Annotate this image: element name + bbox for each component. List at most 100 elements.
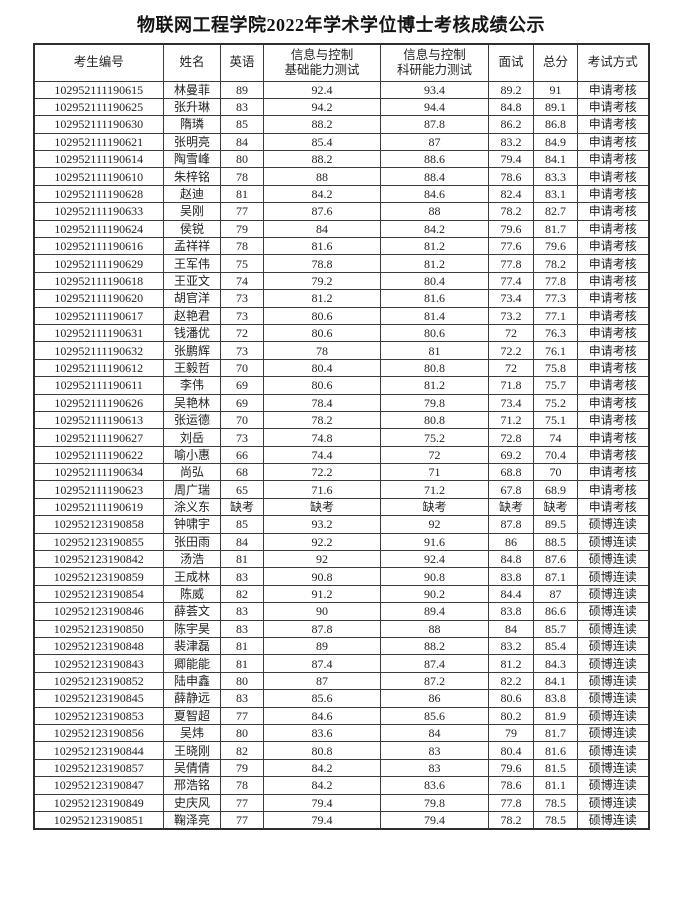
cell-total: 82.7 — [533, 202, 578, 221]
cell-english: 69 — [220, 376, 264, 395]
cell-interview: 83.8 — [488, 567, 534, 586]
cell-interview: 83.2 — [488, 636, 534, 656]
cell-english: 73 — [220, 428, 264, 447]
cell-candidate-id: 102952111190610 — [33, 167, 164, 186]
cell-interview: 72.2 — [488, 341, 534, 360]
cell-basic-test: 87.4 — [263, 654, 381, 673]
cell-exam-method: 硕博连读 — [577, 654, 649, 673]
cell-basic-test: 88.2 — [263, 115, 381, 134]
cell-name: 侯锐 — [163, 219, 221, 239]
cell-research-test: 81.2 — [380, 237, 489, 256]
cell-basic-test: 84 — [263, 219, 381, 239]
cell-research-test: 80.8 — [380, 358, 489, 378]
cell-basic-test: 92.4 — [263, 80, 381, 99]
cell-english: 84 — [220, 532, 264, 552]
cell-candidate-id: 102952111190634 — [33, 463, 164, 482]
cell-research-test: 80.6 — [380, 323, 489, 343]
cell-name: 史庆风 — [163, 793, 221, 812]
cell-basic-test: 87 — [263, 671, 381, 691]
table-row: 102952111190622 喻小惠 66 74.4 72 69.2 70.4… — [33, 445, 649, 465]
table-row: 102952123190847 邢浩铭 78 84.2 83.6 78.6 81… — [33, 776, 649, 795]
cell-name: 朱梓铭 — [163, 167, 221, 186]
cell-english: 65 — [220, 480, 264, 499]
cell-candidate-id: 102952123190846 — [33, 602, 164, 621]
table-row: 102952111190631 钱潘优 72 80.6 80.6 72 76.3… — [33, 323, 649, 343]
cell-exam-method: 硕博连读 — [577, 550, 649, 569]
cell-candidate-id: 102952111190628 — [33, 184, 164, 204]
cell-interview: 84.4 — [488, 584, 534, 604]
cell-research-test: 84.2 — [380, 219, 489, 239]
cell-research-test: 91.6 — [380, 532, 489, 552]
cell-exam-method: 申请考核 — [577, 428, 649, 447]
cell-interview: 81.2 — [488, 654, 534, 673]
cell-name: 王亚文 — [163, 271, 221, 291]
cell-exam-method: 申请考核 — [577, 184, 649, 204]
cell-name: 林曼菲 — [163, 80, 221, 99]
cell-english: 85 — [220, 515, 264, 534]
cell-english: 81 — [220, 184, 264, 204]
cell-candidate-id: 102952123190857 — [33, 758, 164, 778]
cell-name: 王晓刚 — [163, 741, 221, 760]
table-row: 102952123190853 夏智超 77 84.6 85.6 80.2 81… — [33, 706, 649, 725]
cell-english: 82 — [220, 741, 264, 760]
cell-research-test: 94.4 — [380, 97, 489, 117]
cell-total: 81.5 — [533, 758, 578, 778]
cell-basic-test: 92.2 — [263, 532, 381, 552]
cell-interview: 84.8 — [488, 97, 534, 117]
table-row: 102952111190629 王军伟 75 78.8 81.2 77.8 78… — [33, 254, 649, 273]
cell-research-test: 92.4 — [380, 550, 489, 569]
table-header-row: 考生编号 姓名 英语 信息与控制 基础能力测试 信息与控制 科研能力测试 面试 … — [33, 43, 649, 82]
table-row: 102952123190848 裴津磊 81 89 88.2 83.2 85.4… — [33, 636, 649, 656]
cell-interview: 80.4 — [488, 741, 534, 760]
cell-basic-test: 92 — [263, 550, 381, 569]
cell-interview: 71.8 — [488, 376, 534, 395]
cell-research-test: 81 — [380, 341, 489, 360]
cell-exam-method: 硕博连读 — [577, 636, 649, 656]
cell-total: 缺考 — [533, 497, 578, 517]
cell-interview: 78.6 — [488, 776, 534, 795]
cell-basic-test: 78.8 — [263, 254, 381, 273]
cell-name: 尚弘 — [163, 463, 221, 482]
cell-name: 张田雨 — [163, 532, 221, 552]
cell-english: 83 — [220, 97, 264, 117]
col-header-english: 英语 — [220, 43, 264, 82]
cell-interview: 77.6 — [488, 237, 534, 256]
cell-research-test: 79.8 — [380, 393, 489, 412]
cell-candidate-id: 102952111190626 — [33, 393, 164, 412]
cell-research-test: 88.2 — [380, 636, 489, 656]
cell-interview: 79.4 — [488, 150, 534, 169]
cell-candidate-id: 102952111190615 — [33, 80, 164, 99]
cell-candidate-id: 102952111190611 — [33, 376, 164, 395]
cell-research-test: 92 — [380, 515, 489, 534]
cell-english: 84 — [220, 132, 264, 152]
cell-candidate-id: 102952111190627 — [33, 428, 164, 447]
cell-english: 79 — [220, 758, 264, 778]
cell-exam-method: 申请考核 — [577, 358, 649, 378]
cell-english: 70 — [220, 358, 264, 378]
table-row: 102952123190858 钟啸宇 85 93.2 92 87.8 89.5… — [33, 515, 649, 534]
cell-interview: 82.4 — [488, 184, 534, 204]
cell-exam-method: 申请考核 — [577, 237, 649, 256]
cell-name: 隋璘 — [163, 115, 221, 134]
cell-research-test: 71.2 — [380, 480, 489, 499]
cell-interview: 72 — [488, 358, 534, 378]
cell-basic-test: 78.4 — [263, 393, 381, 412]
cell-english: 83 — [220, 602, 264, 621]
cell-name: 陈宇昊 — [163, 619, 221, 639]
cell-interview: 78.6 — [488, 167, 534, 186]
cell-exam-method: 申请考核 — [577, 97, 649, 117]
cell-exam-method: 硕博连读 — [577, 567, 649, 586]
cell-total: 83.1 — [533, 184, 578, 204]
cell-name: 薛荟文 — [163, 602, 221, 621]
cell-interview: 87.8 — [488, 515, 534, 534]
cell-name: 张升琳 — [163, 97, 221, 117]
cell-total: 86.8 — [533, 115, 578, 134]
cell-exam-method: 硕博连读 — [577, 758, 649, 778]
cell-basic-test: 81.2 — [263, 289, 381, 308]
cell-research-test: 86 — [380, 689, 489, 708]
cell-total: 84.1 — [533, 671, 578, 691]
cell-total: 81.7 — [533, 219, 578, 239]
cell-exam-method: 申请考核 — [577, 497, 649, 517]
cell-english: 68 — [220, 463, 264, 482]
cell-candidate-id: 102952111190632 — [33, 341, 164, 360]
